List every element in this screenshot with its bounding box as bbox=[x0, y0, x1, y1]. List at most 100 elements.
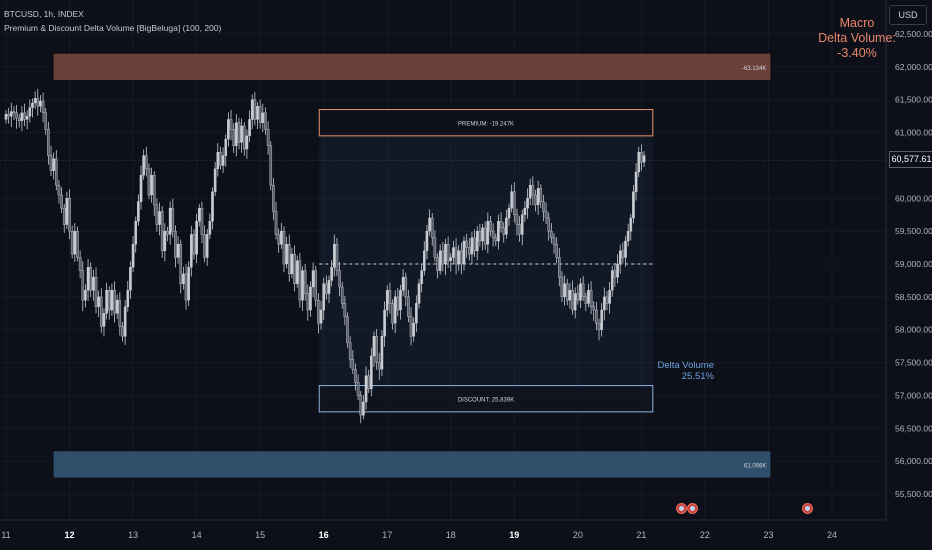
candle-body bbox=[380, 336, 384, 370]
candle-body bbox=[505, 217, 508, 235]
candle-body bbox=[102, 313, 106, 327]
candle-body bbox=[515, 214, 519, 225]
candle-body bbox=[298, 260, 302, 301]
price-tick-label: 56,500.00 bbox=[895, 423, 932, 433]
candle-body bbox=[160, 211, 164, 252]
time-tick-label: 22 bbox=[700, 530, 710, 540]
candle-body bbox=[274, 211, 278, 235]
candle-body bbox=[632, 191, 635, 219]
candle-body bbox=[528, 184, 532, 199]
candle-body bbox=[327, 280, 331, 294]
macro-delta-volume: Macro Delta Volume: -3.40% bbox=[812, 16, 902, 61]
candle-body bbox=[33, 98, 37, 104]
delta-volume-readout: Delta Volume 25.51% bbox=[620, 360, 714, 382]
candle-body bbox=[253, 99, 257, 120]
candle-body bbox=[187, 267, 190, 301]
candle-body bbox=[483, 227, 487, 245]
candle-body bbox=[41, 100, 45, 114]
candle-body bbox=[372, 336, 376, 357]
candle-body bbox=[597, 322, 601, 330]
candle-body bbox=[237, 122, 241, 143]
economic-event-icon[interactable] bbox=[802, 503, 813, 514]
time-tick-label: 14 bbox=[192, 530, 202, 540]
zones-layer: -63.134K 61.098K PREMIUM: -19.247K DISCOUNT… bbox=[0, 53, 886, 478]
candle-body bbox=[240, 125, 243, 143]
indicator-line: Premium & Discount Delta Volume [BigBelu… bbox=[4, 23, 222, 33]
candle-body bbox=[62, 207, 66, 225]
candle-body bbox=[309, 286, 312, 311]
candle-body bbox=[179, 244, 183, 284]
candle-body bbox=[269, 145, 273, 186]
candle-body bbox=[544, 211, 548, 219]
time-tick-label: 13 bbox=[128, 530, 138, 540]
candle-body bbox=[235, 122, 238, 146]
candle-body bbox=[203, 234, 206, 258]
price-tick-label: 57,000.00 bbox=[895, 390, 932, 400]
candle-body bbox=[332, 244, 336, 268]
time-tick-label: 17 bbox=[382, 530, 392, 540]
candle-body bbox=[362, 401, 365, 416]
candle-body bbox=[550, 230, 553, 238]
time-tick-label: 12 bbox=[65, 530, 75, 540]
candle-body bbox=[436, 257, 439, 271]
candle-body bbox=[4, 113, 8, 120]
candle-body bbox=[287, 244, 291, 275]
candle-body bbox=[280, 230, 283, 245]
candle-body bbox=[600, 309, 603, 330]
candle-body bbox=[216, 152, 220, 169]
candle-body bbox=[322, 283, 325, 311]
candle-body bbox=[282, 230, 286, 265]
economic-event-icon[interactable] bbox=[676, 503, 687, 514]
candle-body bbox=[213, 168, 217, 192]
premium-zone bbox=[53, 53, 771, 80]
candle-body bbox=[592, 306, 596, 311]
candle-body bbox=[55, 158, 58, 186]
candle-body bbox=[242, 125, 246, 150]
candle-body bbox=[399, 290, 402, 311]
candle-body bbox=[314, 270, 318, 301]
candle-body bbox=[531, 184, 535, 196]
candle-body bbox=[526, 198, 529, 209]
candle-body bbox=[343, 303, 347, 317]
candle-body bbox=[407, 296, 410, 317]
candle-body bbox=[31, 102, 34, 108]
candle-body bbox=[415, 303, 418, 324]
currency-button[interactable]: USD bbox=[889, 5, 927, 25]
candle-body bbox=[497, 221, 500, 242]
candle-body bbox=[584, 296, 588, 304]
candle-body bbox=[513, 191, 516, 215]
candle-body bbox=[335, 244, 339, 271]
macro-label-1: Macro bbox=[839, 16, 875, 30]
candle-body bbox=[73, 230, 77, 255]
candle-body bbox=[176, 244, 180, 258]
candle-body bbox=[168, 207, 172, 235]
discount-zone-label: 61.098K bbox=[744, 463, 766, 469]
candle-body bbox=[277, 234, 280, 245]
candle-body bbox=[105, 290, 108, 314]
candle-body bbox=[367, 375, 370, 390]
economic-event-icon[interactable] bbox=[687, 503, 698, 514]
candle-body bbox=[190, 234, 193, 268]
candle-body bbox=[123, 306, 127, 337]
candle-body bbox=[377, 362, 381, 370]
candle-body bbox=[605, 296, 609, 304]
candle-body bbox=[250, 99, 254, 120]
candle-body bbox=[171, 207, 175, 232]
price-tick-label: 61,500.00 bbox=[895, 95, 932, 105]
candle-body bbox=[465, 240, 468, 248]
candle-body bbox=[9, 111, 13, 117]
candle-body bbox=[295, 260, 299, 284]
candle-body bbox=[145, 155, 148, 169]
candle-body bbox=[76, 230, 79, 258]
candle-body bbox=[356, 382, 360, 396]
candle-body bbox=[444, 244, 447, 265]
candle-body bbox=[576, 293, 580, 301]
macro-label-2: Delta Volume: bbox=[818, 31, 896, 45]
candle-body bbox=[383, 309, 386, 337]
candle-body bbox=[219, 152, 222, 166]
candle-body bbox=[603, 296, 606, 311]
candle-body bbox=[47, 129, 50, 156]
candle-body bbox=[44, 112, 48, 130]
premium-zone-label: -63.134K bbox=[742, 66, 766, 72]
candle-body bbox=[147, 168, 151, 196]
